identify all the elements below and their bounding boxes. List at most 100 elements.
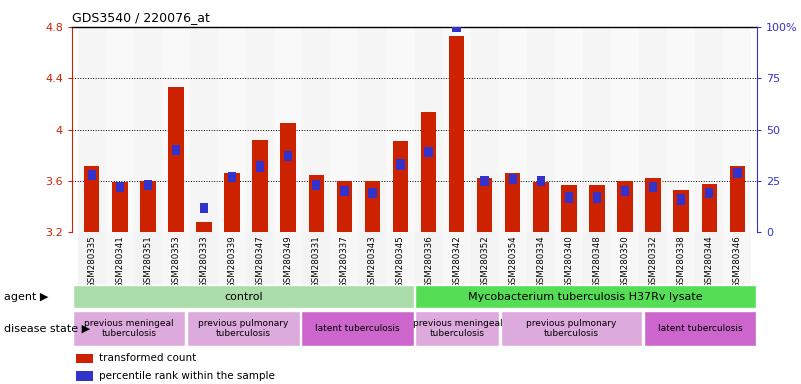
Bar xyxy=(87,170,96,180)
Bar xyxy=(590,185,605,232)
Bar xyxy=(308,175,324,232)
Bar xyxy=(73,311,185,346)
Bar xyxy=(330,27,358,232)
Bar xyxy=(611,232,639,284)
Text: Mycobacterium tuberculosis H37Rv lysate: Mycobacterium tuberculosis H37Rv lysate xyxy=(469,291,703,302)
Bar xyxy=(187,311,300,346)
Text: GSM280342: GSM280342 xyxy=(452,235,461,288)
Bar xyxy=(106,232,134,284)
Text: control: control xyxy=(224,291,263,302)
Bar xyxy=(140,181,155,232)
Bar xyxy=(171,145,180,155)
Bar xyxy=(386,27,415,232)
Text: GSM280344: GSM280344 xyxy=(705,235,714,288)
Bar xyxy=(730,166,745,232)
Text: GSM280345: GSM280345 xyxy=(396,235,405,288)
Text: GSM280350: GSM280350 xyxy=(621,235,630,288)
Bar xyxy=(555,232,583,284)
Text: previous meningeal
tuberculosis: previous meningeal tuberculosis xyxy=(84,319,174,338)
Bar xyxy=(505,173,521,232)
Bar xyxy=(695,232,723,284)
Bar xyxy=(256,161,264,172)
Bar xyxy=(78,27,106,232)
Text: previous meningeal
tuberculosis: previous meningeal tuberculosis xyxy=(413,319,502,338)
Bar xyxy=(199,202,208,213)
Bar xyxy=(695,27,723,232)
Bar xyxy=(358,27,386,232)
Text: disease state ▶: disease state ▶ xyxy=(4,323,91,333)
Text: GSM280354: GSM280354 xyxy=(509,235,517,288)
Bar xyxy=(312,180,320,190)
Bar xyxy=(583,232,611,284)
Text: GSM280335: GSM280335 xyxy=(87,235,96,288)
Bar xyxy=(162,27,190,232)
Bar xyxy=(667,232,695,284)
Text: GSM280353: GSM280353 xyxy=(171,235,180,288)
Bar xyxy=(134,232,162,284)
Bar xyxy=(284,151,292,161)
Bar xyxy=(115,182,124,192)
Bar xyxy=(112,182,127,232)
Bar xyxy=(358,232,386,284)
Bar xyxy=(364,181,380,232)
Bar xyxy=(84,166,99,232)
Bar xyxy=(621,186,630,196)
Bar xyxy=(481,176,489,186)
Bar xyxy=(302,232,330,284)
Bar xyxy=(75,371,93,381)
Bar xyxy=(224,173,239,232)
Bar xyxy=(246,232,274,284)
Text: GSM280339: GSM280339 xyxy=(227,235,236,288)
Text: GSM280341: GSM280341 xyxy=(115,235,124,288)
Text: GSM280347: GSM280347 xyxy=(256,235,264,288)
Bar xyxy=(302,27,330,232)
Bar xyxy=(593,192,602,202)
Text: GSM280348: GSM280348 xyxy=(593,235,602,288)
Bar xyxy=(78,232,106,284)
Bar xyxy=(644,311,756,346)
Bar xyxy=(218,232,246,284)
Bar xyxy=(477,179,493,232)
Bar xyxy=(274,232,302,284)
Bar xyxy=(611,27,639,232)
Bar xyxy=(280,123,296,232)
Text: latent tuberculosis: latent tuberculosis xyxy=(315,324,400,333)
Text: GSM280333: GSM280333 xyxy=(199,235,208,288)
Bar xyxy=(723,232,751,284)
Bar xyxy=(425,147,433,157)
Text: GSM280337: GSM280337 xyxy=(340,235,349,288)
Bar xyxy=(75,354,93,363)
Bar xyxy=(667,27,695,232)
Bar xyxy=(246,27,274,232)
Bar xyxy=(565,192,573,202)
Bar xyxy=(190,232,218,284)
Bar xyxy=(537,176,545,186)
Bar xyxy=(562,185,577,232)
Bar xyxy=(196,222,211,232)
Text: GSM280331: GSM280331 xyxy=(312,235,320,288)
Text: agent ▶: agent ▶ xyxy=(4,291,48,302)
Bar xyxy=(533,182,549,232)
Bar xyxy=(143,180,152,190)
Bar xyxy=(471,27,499,232)
Bar xyxy=(705,188,714,199)
Bar xyxy=(162,232,190,284)
Bar xyxy=(509,174,517,184)
Text: previous pulmonary
tuberculosis: previous pulmonary tuberculosis xyxy=(198,319,288,338)
Bar xyxy=(106,27,134,232)
Bar xyxy=(702,184,717,232)
Bar xyxy=(340,186,348,196)
Text: GSM280338: GSM280338 xyxy=(677,235,686,288)
Bar xyxy=(252,140,268,232)
Text: percentile rank within the sample: percentile rank within the sample xyxy=(99,371,276,381)
Text: GSM280336: GSM280336 xyxy=(424,235,433,288)
Bar xyxy=(674,190,689,232)
Bar xyxy=(386,232,415,284)
Text: GSM280349: GSM280349 xyxy=(284,235,292,288)
Bar xyxy=(73,285,413,308)
Bar xyxy=(499,27,527,232)
Bar xyxy=(618,181,633,232)
Bar xyxy=(301,311,413,346)
Bar xyxy=(218,27,246,232)
Bar xyxy=(677,194,686,205)
